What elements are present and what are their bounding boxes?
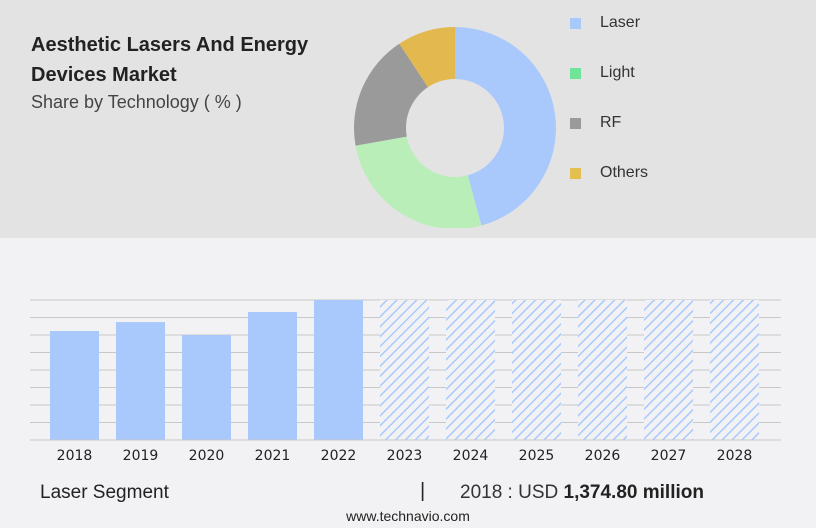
x-tick-label: 2023: [387, 448, 423, 464]
legend-item-laser: Laser: [570, 14, 640, 32]
x-tick-label: 2018: [57, 448, 93, 464]
legend-swatch: [570, 167, 581, 179]
chart-subtitle: Share by Technology ( % ): [31, 92, 242, 112]
legend-item-light: Light: [570, 64, 635, 82]
legend-item-rf: RF: [570, 114, 621, 132]
x-tick-label: 2025: [519, 448, 555, 464]
forecast-bar-2023: [380, 300, 429, 440]
bar-2022: [314, 300, 363, 440]
x-tick-label: 2019: [123, 448, 159, 464]
legend-item-others: Others: [570, 164, 648, 182]
donut-chart: [340, 27, 570, 238]
donut-slice-others: [399, 27, 455, 88]
donut-slice-rf: [354, 43, 428, 146]
bar-2021: [248, 312, 297, 440]
segment-value: 2018 : USD 1,374.80 million: [460, 482, 704, 504]
forecast-bar-2025: [512, 300, 561, 440]
forecast-bar-2024: [446, 300, 495, 440]
year-label: 2018 : USD: [460, 482, 559, 503]
legend-label: Light: [600, 64, 635, 81]
x-tick-label: 2024: [453, 448, 489, 464]
bar-2018: [50, 331, 99, 440]
x-tick-label: 2026: [585, 448, 621, 464]
forecast-bar-2027: [644, 300, 693, 440]
x-tick-label: 2021: [255, 448, 291, 464]
separator: |: [420, 480, 426, 502]
legend-label: Others: [600, 164, 649, 181]
chart-title: Aesthetic Lasers And Energy Devices Mark…: [31, 34, 309, 86]
site-url: www.technavio.com: [346, 508, 470, 524]
legend-swatch: [570, 17, 581, 29]
bar-2020: [182, 335, 231, 440]
legend-label: Laser: [600, 14, 641, 31]
x-tick-label: 2022: [321, 448, 357, 464]
donut-slice-light: [355, 136, 482, 229]
donut-slice-laser: [455, 27, 556, 226]
segment-label: Laser Segment: [40, 482, 169, 503]
x-tick-label: 2027: [651, 448, 687, 464]
x-tick-label: 2020: [189, 448, 225, 464]
value: 1,374.80 million: [563, 482, 704, 503]
x-tick-label: 2028: [717, 448, 753, 464]
bar-2019: [116, 322, 165, 440]
legend-swatch: [570, 67, 581, 79]
bar-chart: 2018 2019 2020 2021 2022 2023 2024 2025 2026 2027…: [30, 299, 781, 464]
legend-label: RF: [600, 114, 622, 131]
forecast-bar-2026: [578, 300, 627, 440]
forecast-bar-2028: [710, 300, 759, 440]
legend-swatch: [570, 117, 581, 129]
